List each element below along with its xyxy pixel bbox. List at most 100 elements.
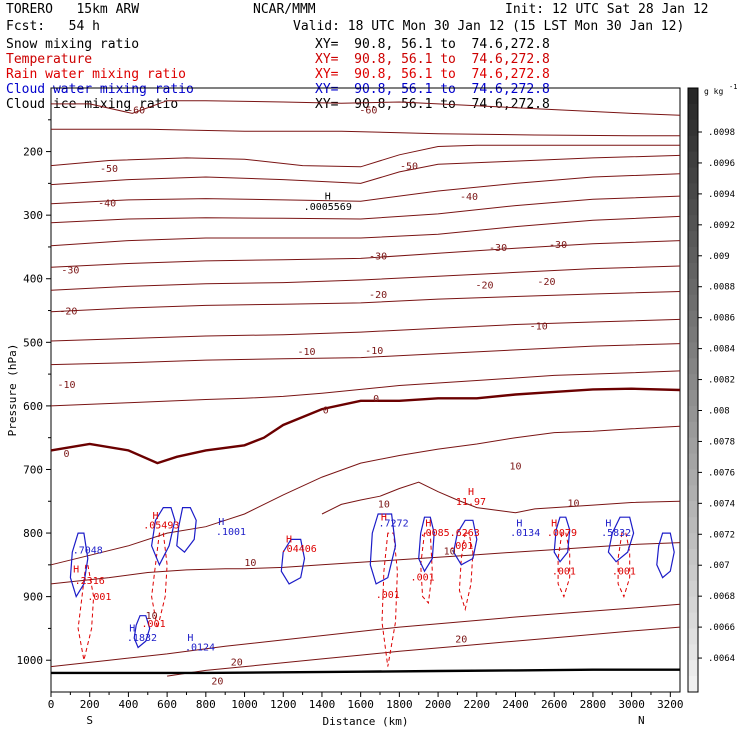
contour-label: 10 <box>378 500 390 511</box>
temperature-contour <box>50 291 681 313</box>
colorbar-frame <box>687 87 699 693</box>
contour-label: .05493 <box>143 521 179 532</box>
temperature-contour <box>50 173 681 205</box>
rain-contour <box>151 532 168 629</box>
cloud-contour <box>133 615 151 649</box>
cloud-contour <box>607 516 635 563</box>
colorbar-swatch <box>688 231 698 248</box>
legend-xy: XY= 90.8, 56.1 to 74.6,272.8 <box>315 67 550 82</box>
rain-contour <box>420 532 433 605</box>
colorbar-unit-exp: -1 <box>729 83 737 91</box>
contour-label: .04406 <box>281 544 317 555</box>
colorbar-label: .0086 <box>708 314 735 324</box>
colorbar-swatch <box>688 533 698 550</box>
contour-label: 0 <box>373 394 379 405</box>
colorbar-swatch <box>688 135 698 153</box>
contour-label: H <box>551 519 557 530</box>
colorbar-swatch <box>688 580 698 598</box>
temperature-contour <box>50 387 681 465</box>
contour-label: 10 <box>568 498 580 509</box>
x-tick-label: 200 <box>80 698 100 711</box>
colorbar-swatch <box>688 342 698 359</box>
colorbar-swatch <box>688 374 698 391</box>
contour-label: -50 <box>100 164 118 175</box>
temperature-contour <box>50 215 681 247</box>
colorbar-swatch <box>688 676 698 693</box>
colorbar-swatch <box>688 596 698 614</box>
colorbar-swatch <box>688 119 698 137</box>
cloud-contour <box>656 532 675 579</box>
temperature-contour <box>50 603 681 668</box>
colorbar-label: .0084 <box>708 345 735 355</box>
contour-label: .7272 <box>379 519 409 530</box>
colorbar-swatch <box>688 246 698 264</box>
colorbar-label: .0064 <box>708 654 735 664</box>
contour-label: -10 <box>297 347 315 358</box>
contour-label: H <box>425 519 431 530</box>
contour-label: 20 <box>455 634 467 645</box>
y-axis-label: Pressure (hPa) <box>6 344 19 437</box>
contour-label: .7048 <box>73 545 103 556</box>
colorbar-swatch <box>688 517 698 534</box>
colorbar-label: .0098 <box>708 128 735 138</box>
colorbar-swatch <box>688 294 698 312</box>
header-fcst: Fcst: 54 h <box>6 19 100 34</box>
x-tick-label: 1600 <box>347 698 374 711</box>
colorbar-swatch <box>688 326 698 343</box>
contour-label: .1001 <box>216 527 246 538</box>
x-tick-label: 1400 <box>309 698 336 711</box>
colorbar-swatch <box>688 485 698 502</box>
colorbar-swatch <box>688 644 698 661</box>
contour-label: .001 <box>552 566 576 577</box>
colorbar-label: .0068 <box>708 592 735 602</box>
contour-label: H <box>73 564 79 575</box>
x-tick-label: 1200 <box>270 698 297 711</box>
contour-label: -60 <box>127 105 145 116</box>
colorbar-label: .0096 <box>708 159 735 169</box>
colorbar-swatch <box>688 183 698 200</box>
colorbar-label: .0078 <box>708 437 735 447</box>
contour-label: 10 <box>444 547 456 558</box>
contour-label: 10 <box>509 461 521 472</box>
colorbar-label: .0076 <box>708 468 735 478</box>
rain-contour <box>77 564 95 661</box>
contour-label: H <box>325 191 331 202</box>
y-tick-label: 700 <box>23 463 43 476</box>
colorbar-swatch <box>688 453 698 470</box>
x-tick-label: 2600 <box>541 698 568 711</box>
contour-label: H <box>286 535 292 546</box>
contour-label: .2316 <box>75 576 105 587</box>
colorbar-swatch <box>688 501 698 518</box>
header-init: Init: 12 UTC Sat 28 Jan 12 <box>505 2 709 17</box>
colorbar-label: .0082 <box>708 376 735 386</box>
colorbar-swatch <box>688 151 698 168</box>
header-valid: Valid: 18 UTC Mon 30 Jan 12 (15 LST Mon … <box>293 19 685 34</box>
colorbar-label: .0066 <box>708 623 735 633</box>
colorbar-label: .008 <box>708 407 730 417</box>
temperature-contour <box>50 144 680 168</box>
ground-line <box>51 668 680 675</box>
x-tick-label: 2200 <box>464 698 491 711</box>
colorbar-swatch <box>688 358 698 375</box>
cloud-contour <box>418 516 435 573</box>
contour-label: .001 <box>612 566 636 577</box>
temperature-contour <box>50 195 681 224</box>
temperature-contour <box>50 240 681 268</box>
contour-label: .001 <box>449 541 473 552</box>
contour-label: H <box>129 624 135 635</box>
temperature-contour <box>167 626 681 677</box>
contour-label: H <box>381 512 387 523</box>
y-tick-label: 200 <box>23 146 43 159</box>
colorbar-swatch <box>688 88 698 105</box>
x-tick-label: 2400 <box>502 698 529 711</box>
contour-label: .0085.6263 <box>420 528 480 539</box>
contour-label: 10 <box>146 611 158 622</box>
rain-contour <box>557 532 571 599</box>
colorbar-swatch <box>688 469 698 486</box>
contour-label: -30 <box>369 252 387 263</box>
x-tick-label: 600 <box>157 698 177 711</box>
contour-label: .0124 <box>185 643 215 654</box>
colorbar-label: .007 <box>708 561 730 571</box>
temperature-contour <box>50 265 681 291</box>
